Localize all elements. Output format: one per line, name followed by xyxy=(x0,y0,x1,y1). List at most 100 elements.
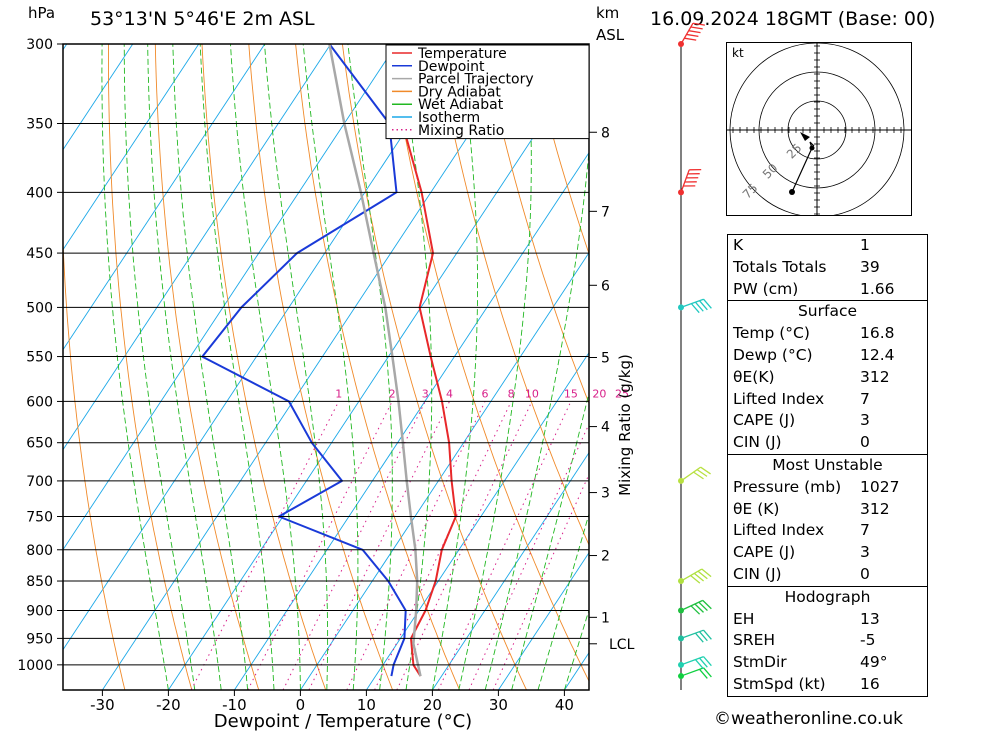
mixing-ratio-axis-label: Mixing Ratio (g/kg) xyxy=(616,354,634,496)
wet-adiabat-line xyxy=(302,44,359,690)
surface-temp-label: Temp (°C) xyxy=(733,324,810,343)
pw-value: 1.66 xyxy=(860,279,895,298)
temperature-series xyxy=(387,44,457,677)
pressure-tick-label: 950 xyxy=(26,631,53,647)
x-tick-label: -20 xyxy=(156,696,181,714)
mixing-ratio-label: 6 xyxy=(482,387,489,400)
plot-frame xyxy=(62,43,590,691)
stmspd-value: 16 xyxy=(860,674,880,693)
x-tick-label: -10 xyxy=(222,696,247,714)
pressure-tick-label: 500 xyxy=(26,300,53,316)
wind-barb xyxy=(680,667,712,679)
sreh-label: SREH xyxy=(733,631,776,650)
surface-li-label: Lifted Index xyxy=(733,389,825,408)
hodograph-trace xyxy=(791,141,815,193)
hodograph-point xyxy=(789,189,795,195)
wet-adiabat-line xyxy=(123,44,196,690)
height-tick-label: 4 xyxy=(601,420,610,436)
k-index-label: K xyxy=(733,236,744,254)
wet-adiabat-line xyxy=(484,145,589,690)
surface-thetae-label: θE(K) xyxy=(733,367,775,386)
isotherm-line xyxy=(102,44,530,690)
mu-cin-label: CIN (J) xyxy=(733,564,782,583)
wet-adiabat-line xyxy=(147,44,222,690)
dry-adiabat-line xyxy=(295,44,461,690)
legend-entry: Isotherm xyxy=(418,110,480,126)
surface-cape-value: 3 xyxy=(860,411,870,430)
mixing-ratio-label: 25 xyxy=(615,387,629,400)
x-tick-label: 30 xyxy=(489,696,508,714)
mixing-ratio-line xyxy=(346,401,486,690)
hodograph-point xyxy=(809,145,815,151)
mu-cin-value: 0 xyxy=(860,564,870,583)
dry-adiabat-line xyxy=(951,44,1000,690)
pressure-tick-label: 450 xyxy=(26,246,53,262)
isotherm-line xyxy=(63,44,134,151)
dry-adiabat-line xyxy=(248,44,394,690)
mu-thetae-value: 312 xyxy=(860,499,890,518)
most-unstable-title: Most Unstable xyxy=(728,453,927,477)
pw-label: PW (cm) xyxy=(733,279,799,298)
mixing-ratio-line xyxy=(308,401,450,690)
dry-adiabat-line xyxy=(154,44,260,690)
wet-adiabat-line xyxy=(511,391,589,690)
dry-adiabat-line xyxy=(482,44,589,405)
date-label: 16.09.2024 18GMT (Base: 00) xyxy=(650,8,936,30)
isotherm-line xyxy=(234,151,589,690)
dry-adiabat-line xyxy=(108,44,193,690)
dry-adiabat-line xyxy=(435,44,589,546)
wind-barb xyxy=(680,168,702,193)
mixing-ratio-label: 1 xyxy=(335,387,342,400)
surface-thetae-value: 312 xyxy=(860,367,890,386)
height-tick-label: 5 xyxy=(601,350,610,366)
mu-cape-value: 3 xyxy=(860,543,870,562)
wet-adiabat-line xyxy=(537,512,589,690)
isotherm-line xyxy=(63,44,200,251)
k-index-value: 1 xyxy=(860,236,870,254)
dry-adiabat-line xyxy=(341,44,527,690)
wet-adiabat-line xyxy=(101,44,169,690)
wind-barb xyxy=(680,629,712,643)
isotherm-line xyxy=(432,451,589,690)
legend-entry: Parcel Trajectory xyxy=(418,72,534,88)
hodograph-unit: kt xyxy=(732,46,744,60)
surface-temp-value: 16.8 xyxy=(860,324,895,343)
pressure-tick-label: 1000 xyxy=(17,658,53,674)
mu-pressure-label: Pressure (mb) xyxy=(733,477,842,496)
x-tick-label: -30 xyxy=(90,696,115,714)
mixing-ratio-label: 2 xyxy=(389,387,396,400)
mixing-ratio-label: 3 xyxy=(422,387,429,400)
legend-box xyxy=(385,44,590,140)
mixing-ratio-line xyxy=(492,473,589,690)
credit-label: ©weatheronline.co.uk xyxy=(714,709,904,729)
pressure-tick-label: 650 xyxy=(26,436,53,452)
height-tick-label: 2 xyxy=(601,549,610,565)
mu-cape-label: CAPE (J) xyxy=(733,543,796,562)
wind-barb xyxy=(680,599,712,615)
isotherm-line xyxy=(0,44,1,690)
surface-dewp-label: Dewp (°C) xyxy=(733,345,813,364)
wind-barb xyxy=(680,568,712,584)
legend-entry: Mixing Ratio xyxy=(418,123,504,139)
isotherm-line xyxy=(63,44,398,551)
mu-li-label: Lifted Index xyxy=(733,521,825,540)
wind-barb xyxy=(680,298,712,314)
surface-cape-label: CAPE (J) xyxy=(733,411,796,430)
legend-entry: Dry Adiabat xyxy=(418,84,501,100)
legend-entry: Dewpoint xyxy=(418,59,485,75)
x-tick-label: 0 xyxy=(296,696,306,714)
mixing-ratio-label: 8 xyxy=(508,387,515,400)
surface-li-value: 7 xyxy=(860,389,870,408)
wet-adiabat-line xyxy=(230,44,301,690)
wind-barb xyxy=(680,22,705,45)
x-tick-label: 40 xyxy=(555,696,574,714)
mixing-ratio-line xyxy=(282,401,426,690)
dewpoint-series xyxy=(201,44,407,677)
wind-barb xyxy=(680,466,711,482)
mixing-ratio-label: 20 xyxy=(592,387,606,400)
mixing-ratio-label: 4 xyxy=(446,387,453,400)
station-label: 53°13'N 5°46'E 2m ASL xyxy=(90,8,315,30)
